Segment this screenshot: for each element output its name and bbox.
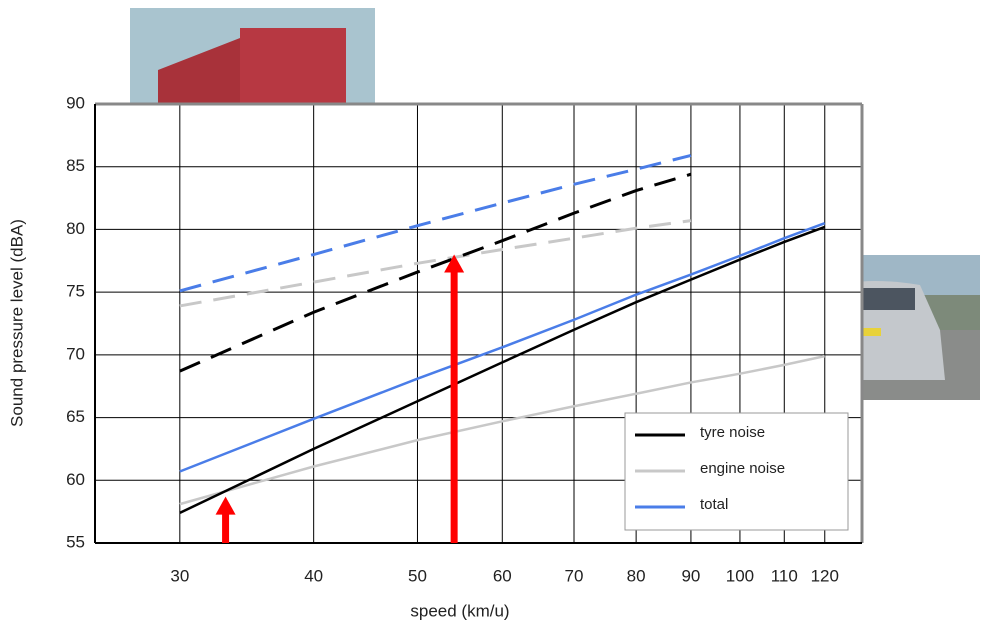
x-tick-label: 70 — [565, 566, 584, 585]
y-tick-label: 55 — [66, 532, 85, 551]
y-tick-label: 65 — [66, 407, 85, 426]
arrow — [444, 254, 465, 543]
line-series — [179, 225, 826, 515]
x-tick-label: 80 — [627, 566, 646, 585]
y-axis-label: Sound pressure level (dBA) — [7, 219, 26, 427]
legend-label: tyre noise — [700, 424, 765, 441]
x-axis-label: speed (km/u) — [410, 601, 509, 620]
y-tick-label: 70 — [66, 344, 85, 363]
line-series — [179, 172, 692, 373]
legend-label: engine noise — [700, 460, 785, 477]
x-tick-label: 100 — [726, 566, 754, 585]
arrow-head — [215, 496, 236, 515]
x-tick-label: 120 — [811, 566, 839, 585]
line-series — [179, 354, 826, 506]
legend-label: total — [700, 496, 728, 513]
line-series — [179, 219, 692, 308]
line-series — [179, 221, 826, 473]
y-tick-label: 80 — [66, 219, 85, 238]
x-tick-label: 110 — [771, 566, 798, 585]
x-tick-label: 50 — [408, 566, 427, 585]
y-tick-label: 60 — [66, 470, 85, 489]
line-series — [179, 153, 692, 293]
arrow — [215, 496, 236, 543]
x-tick-label: 60 — [493, 566, 512, 585]
legend: tyre noise engine noise total — [624, 412, 849, 531]
y-tick-label: 90 — [66, 93, 85, 112]
x-tick-label: 90 — [681, 566, 700, 585]
y-tick-label: 85 — [66, 156, 85, 175]
arrow-head — [444, 254, 465, 273]
x-tick-label: 40 — [304, 566, 323, 585]
x-tick-label: 30 — [170, 566, 189, 585]
y-tick-label: 75 — [66, 282, 85, 301]
